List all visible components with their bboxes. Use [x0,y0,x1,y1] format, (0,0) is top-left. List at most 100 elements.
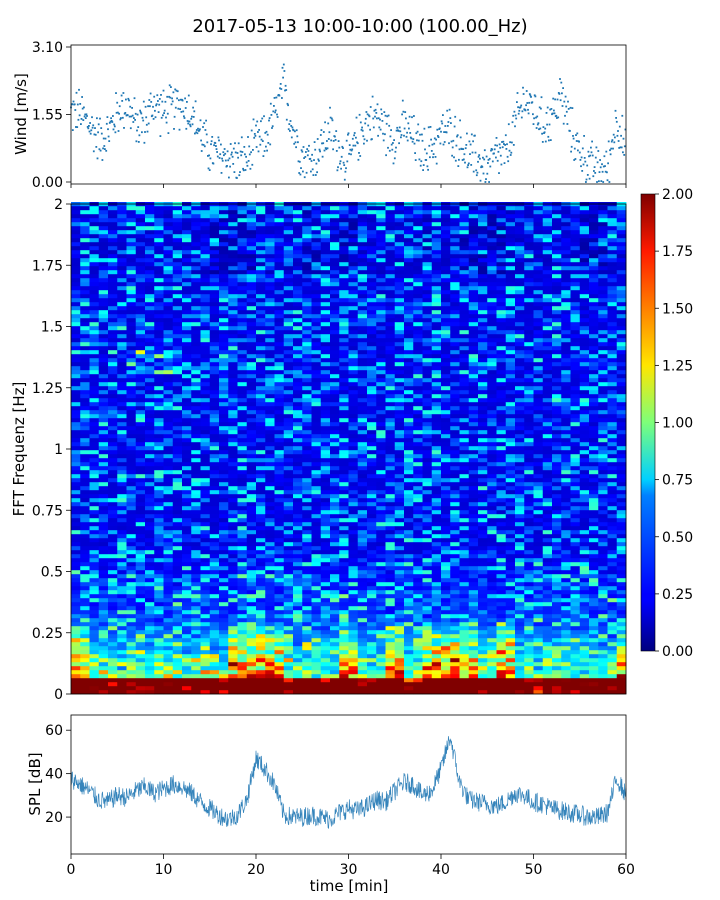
spectrogram-cell [200,482,211,487]
spectrogram-cell [98,606,109,611]
spectrogram-cell [172,442,183,447]
spectrogram-cell [376,654,386,659]
spectrogram-cell [163,566,174,571]
spectrogram-cell [126,498,137,503]
spectrogram-cell [367,474,377,479]
spectrogram-cell [246,642,257,647]
spectrogram-cell [339,362,349,367]
spectrogram-cell [274,494,285,499]
spectrogram-cell [265,310,275,315]
spectrogram-cell [71,590,81,595]
spectrogram-cell [265,514,275,519]
spectrogram-cell [357,578,368,583]
spectrogram-cell [172,574,183,579]
spectrogram-cell [71,266,81,271]
spectrogram-cell [219,282,229,287]
spectrogram-cell [348,458,359,463]
spectrogram-cell [348,582,359,587]
spectrogram-cell [265,386,275,391]
spectrogram-cell [311,642,322,647]
spectrogram-cell [163,266,174,271]
wind-point [447,121,450,123]
spectrogram-cell [256,290,266,295]
spectrogram-cell [348,558,359,563]
spectrogram-cell [283,434,294,439]
spectrogram-cell [274,550,285,555]
spectrogram-cell [135,282,146,287]
spectrogram-cell [348,226,359,231]
spectrogram-cell [293,670,303,675]
spectrogram-cell [302,502,312,507]
spectrogram-cell [108,614,118,619]
spectrogram-cell [172,290,183,295]
spectrogram-cell [145,274,155,279]
spectrogram-cell [311,562,322,567]
spectrogram-cell [209,434,220,439]
wind-point [224,152,227,155]
spectrogram-cell [274,658,285,663]
spectrogram-cell [357,222,368,227]
spectrogram-cell [376,626,386,631]
spectrogram-cell [320,550,331,555]
spectrogram-cell [330,298,340,303]
spectrogram-cell [246,550,257,555]
spectrogram-cell [135,570,146,575]
wind-point [559,78,561,80]
wind-point [430,138,432,141]
spectrogram-cell [163,362,174,367]
spectrogram-cell [256,502,266,507]
spectrogram-cell [191,642,201,647]
spectrogram-cell [339,502,349,507]
spectrogram-cell [274,446,285,451]
spectrogram-cell [237,622,248,627]
spectrogram-cell [71,678,81,683]
spectrogram-cell [209,214,220,219]
wind-point [184,97,186,100]
spectrogram-cell [246,430,257,435]
spectrogram-cell [135,422,146,427]
spectrogram-cell [228,426,238,431]
spectrogram-cell [330,654,340,659]
spectrogram-cell [108,318,118,323]
spectrogram-cell [71,390,81,395]
spectrogram-cell [135,562,146,567]
spectrogram-cell [246,566,257,571]
wind-point [384,114,387,117]
spectrogram-cell [191,514,201,519]
spectrogram-cell [145,250,155,255]
spectrogram-cell [126,514,137,519]
wind-point [290,136,293,139]
spectrogram-cell [71,430,81,435]
spectrogram-cell [357,630,368,635]
spectrogram-cell [98,402,109,407]
wind-y-tick-label: 1.55 [32,108,63,124]
spectrogram-cell [219,578,229,583]
wind-point [588,177,591,180]
spectrogram-cell [135,586,146,591]
spectrogram-cell [154,530,164,535]
spectrogram-cell [163,482,174,487]
wind-point [114,131,117,134]
spectrogram-cell [283,474,294,479]
spectrogram-cell [209,654,220,659]
spectrogram-cell [339,498,349,503]
spectrogram-cell [108,658,118,663]
spectrogram-cell [154,246,164,251]
spectrogram-cell [126,546,137,551]
spectrogram-cell [71,566,81,571]
spectrogram-cell [163,314,174,319]
wind-point [219,153,222,156]
wind-point [199,119,202,122]
spectrogram-cell [256,214,266,219]
spectrogram-cell [200,614,211,619]
wind-point [151,114,154,117]
spectrogram-cell [274,470,285,475]
spectrogram-cell [283,554,294,559]
spectrogram-cell [182,418,192,423]
spectrogram-cell [311,210,322,215]
spectrogram-cell [357,326,368,331]
spectrogram-cell [200,470,211,475]
wind-point [163,109,166,112]
wind-point [285,89,288,91]
spectrogram-cell [376,674,386,679]
